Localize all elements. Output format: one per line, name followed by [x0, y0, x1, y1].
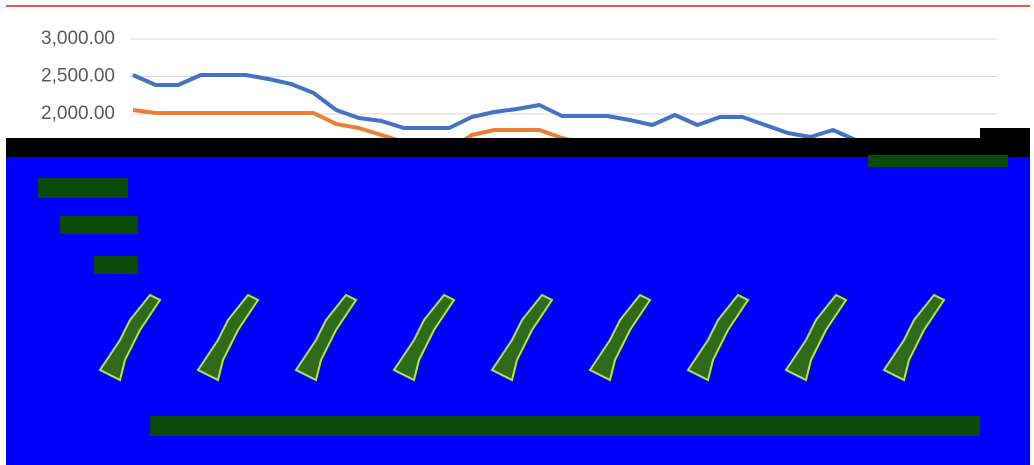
glitch-glyph — [98, 293, 162, 382]
glitch-noise — [94, 256, 138, 274]
series-line — [132, 73, 992, 150]
glitch-noise — [550, 416, 980, 436]
glitch-noise — [150, 416, 550, 436]
glitch-band — [980, 128, 1030, 140]
glitch-glyph — [588, 293, 652, 382]
glitch-glyph — [882, 293, 946, 382]
glitch-noise — [60, 216, 138, 234]
glitch-block — [6, 157, 1030, 465]
glitch-glyph — [294, 293, 358, 382]
y-tick-label: 2,000.00 — [41, 103, 115, 124]
glitch-glyph — [490, 293, 554, 382]
glitch-glyph — [686, 293, 750, 382]
glitch-band — [6, 138, 1030, 158]
glitch-glyph — [392, 293, 456, 382]
glitch-overlay — [6, 128, 1030, 465]
y-tick-label: 3,000.00 — [41, 28, 115, 49]
glitch-glyph — [784, 293, 848, 382]
glitch-noise — [868, 155, 1008, 167]
glitch-glyph — [196, 293, 260, 382]
glitch-glyphs — [98, 293, 946, 382]
glitch-noise — [38, 178, 128, 198]
y-tick-label: 2,500.00 — [41, 66, 115, 87]
